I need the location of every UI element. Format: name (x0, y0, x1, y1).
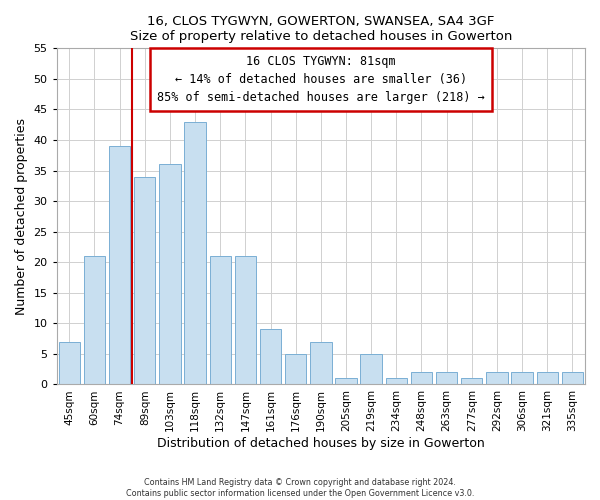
Bar (562, 372, 583, 384)
Bar (335, 378, 357, 384)
Bar (310, 342, 332, 384)
Bar (134, 176, 155, 384)
Bar (461, 378, 482, 384)
Bar (411, 372, 432, 384)
X-axis label: Distribution of detached houses by size in Gowerton: Distribution of detached houses by size … (157, 437, 485, 450)
Text: 16 CLOS TYGWYN: 81sqm
← 14% of detached houses are smaller (36)
85% of semi-deta: 16 CLOS TYGWYN: 81sqm ← 14% of detached … (157, 55, 485, 104)
Bar (260, 330, 281, 384)
Title: 16, CLOS TYGWYN, GOWERTON, SWANSEA, SA4 3GF
Size of property relative to detache: 16, CLOS TYGWYN, GOWERTON, SWANSEA, SA4 … (130, 15, 512, 43)
Bar (109, 146, 130, 384)
Bar (184, 122, 206, 384)
Bar (84, 256, 105, 384)
Bar (285, 354, 307, 384)
Bar (159, 164, 181, 384)
Bar (59, 342, 80, 384)
Text: Contains HM Land Registry data © Crown copyright and database right 2024.
Contai: Contains HM Land Registry data © Crown c… (126, 478, 474, 498)
Bar (361, 354, 382, 384)
Bar (511, 372, 533, 384)
Bar (536, 372, 558, 384)
Bar (386, 378, 407, 384)
Bar (235, 256, 256, 384)
Bar (209, 256, 231, 384)
Y-axis label: Number of detached properties: Number of detached properties (15, 118, 28, 315)
Bar (436, 372, 457, 384)
Bar (486, 372, 508, 384)
